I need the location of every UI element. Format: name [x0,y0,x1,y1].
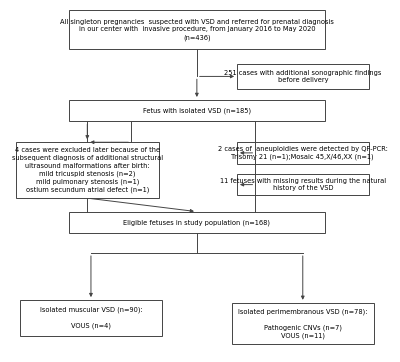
FancyBboxPatch shape [237,64,368,89]
FancyBboxPatch shape [16,142,158,198]
FancyBboxPatch shape [20,300,162,336]
Text: 251 cases with additional sonographic findings
before delivery: 251 cases with additional sonographic fi… [224,70,382,83]
Text: Fetus with isolated VSD (n=185): Fetus with isolated VSD (n=185) [143,108,251,114]
Text: Eligible fetuses in study population (n=168): Eligible fetuses in study population (n=… [123,219,270,226]
FancyBboxPatch shape [237,174,368,195]
Text: 11 fetuses with missing results during the natural
history of the VSD: 11 fetuses with missing results during t… [220,178,386,191]
FancyBboxPatch shape [69,10,325,49]
FancyBboxPatch shape [69,100,325,122]
FancyBboxPatch shape [232,303,374,344]
FancyBboxPatch shape [237,142,368,164]
Text: All singleton pregnancies  suspected with VSD and referred for prenatal diagnosi: All singleton pregnancies suspected with… [60,18,334,41]
Text: Isolated perimembranous VSD (n=78):

Pathogenic CNVs (n=7)
VOUS (n=11): Isolated perimembranous VSD (n=78): Path… [238,308,368,339]
FancyBboxPatch shape [69,212,325,233]
Text: 2 cases of  aneuploidies were detected by QF-PCR:
Trisomy 21 (n=1);Mosaic 45,X/4: 2 cases of aneuploidies were detected by… [218,146,388,160]
Text: 4 cases were excluded later because of the
subsequent diagnosis of additional st: 4 cases were excluded later because of t… [12,147,163,193]
Text: Isolated muscular VSD (n=90):

VOUS (n=4): Isolated muscular VSD (n=90): VOUS (n=4) [40,307,142,329]
